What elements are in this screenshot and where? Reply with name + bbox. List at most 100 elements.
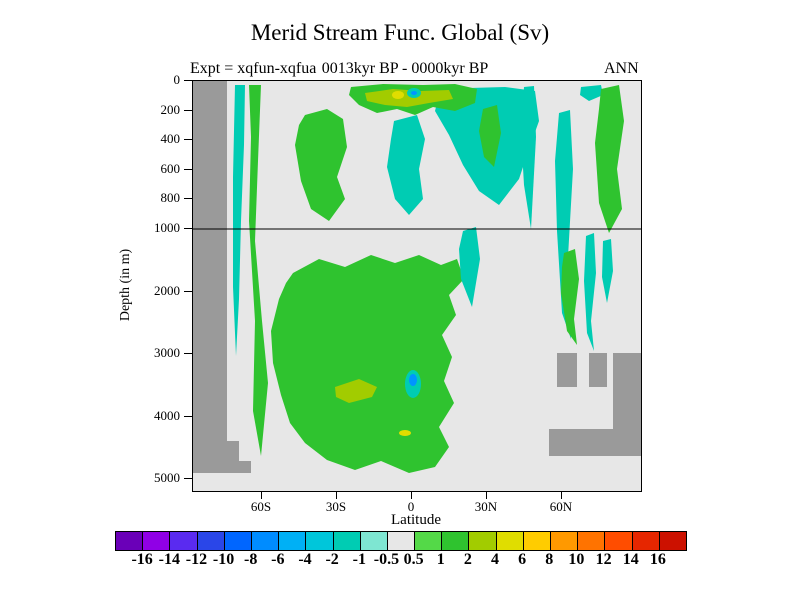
colorbar: [115, 531, 687, 551]
y-tick-label: 2000: [154, 283, 180, 298]
x-tick-label: 30N: [474, 499, 498, 514]
contour-canvas: [193, 81, 641, 473]
colorbar-level-label: 4: [491, 551, 499, 568]
x-tick-mark: [261, 492, 262, 499]
green-blob-40S-upper: [295, 109, 347, 221]
colorbar-level-label: -12: [185, 551, 208, 568]
deep-green-cell: [271, 255, 464, 473]
colorbar-level-label: -10: [212, 551, 235, 568]
y-tick-mark: [184, 228, 192, 229]
colorbar-level-label: 14: [622, 551, 639, 568]
y-tick-label: 600: [160, 161, 181, 176]
colorbar-segment: [278, 532, 306, 550]
green-streak-30N: [479, 105, 501, 167]
colorbar-segment: [332, 532, 360, 550]
y-tick-label: 5000: [154, 470, 180, 485]
plot-area: [192, 80, 642, 492]
period-label: 0013kyr BP - 0000kyr BP: [321, 60, 489, 77]
page-title: Merid Stream Func. Global (Sv): [250, 20, 550, 45]
colorbar-segment: [441, 532, 469, 550]
bathymetry-mask: [549, 429, 641, 456]
y-tick-label: 0: [173, 72, 181, 87]
colorbar-level-label: -16: [131, 551, 153, 568]
green-streak-58S: [249, 85, 268, 456]
colorbar-level-label: 6: [518, 551, 527, 568]
cyan-patch-top-far-north: [580, 85, 603, 101]
colorbar-level-label: -0.5: [373, 551, 400, 568]
colorbar-segment: [414, 532, 442, 550]
colorbar-segment: [386, 532, 415, 550]
colorbar-level-label: 0.5: [403, 551, 424, 568]
colorbar-level-label: 1: [436, 551, 445, 568]
surface-yellow-spot: [392, 91, 404, 99]
colorbar-segment: [359, 532, 387, 550]
y-tick-label: 400: [160, 131, 181, 146]
y-tick-mark: [184, 110, 192, 111]
colorbar-level-label: 8: [545, 551, 554, 568]
season-label: ANN: [604, 60, 639, 77]
deep-cyan-far-north: [602, 239, 613, 303]
y-tick-label: 4000: [154, 408, 180, 423]
bathymetry-mask: [193, 441, 239, 461]
experiment-label: Expt = xqfun-xqfua: [190, 60, 317, 77]
cyan-streak-45N: [521, 86, 536, 229]
y-tick-mark: [184, 198, 192, 199]
surface-blue-dot: [411, 91, 417, 95]
colorbar-segment: [169, 532, 197, 550]
x-tick-mark: [336, 492, 337, 499]
x-tick-label: 30S: [325, 499, 347, 514]
cyan-streak-65S: [233, 85, 245, 356]
colorbar-labels: -16 -14 -12 -10 -8 -6 -4 -2 -1 -0.5 0.5 1 2 4 6 8 10 12 14…: [115, 551, 685, 569]
y-tick-label: 3000: [154, 345, 180, 360]
y-tick-mark: [184, 139, 192, 140]
colorbar-segment: [250, 532, 279, 550]
colorbar-segment: [116, 532, 143, 550]
deep-yellowgreen-patch: [335, 379, 377, 403]
x-tick-mark: [411, 492, 412, 499]
deep-blue-spot: [409, 374, 417, 386]
colorbar-level-label: -2: [325, 551, 339, 568]
x-tick-label: 60S: [250, 499, 272, 514]
y-tick-mark: [184, 353, 192, 354]
colorbar-level-label: 16: [649, 551, 666, 568]
colorbar-segment: [522, 532, 550, 550]
colorbar-level-label: -14: [158, 551, 180, 568]
colorbar-segment: [495, 532, 523, 550]
x-axis-title: Latitude: [391, 512, 441, 528]
colorbar-segment: [468, 532, 496, 550]
y-axis-title: Depth (in m): [118, 248, 133, 322]
deep-green-streak-62N: [561, 249, 579, 345]
colorbar-segment: [196, 532, 224, 550]
colorbar-level-label: -1: [352, 551, 366, 568]
y-tick-mark: [184, 80, 192, 81]
colorbar-segment: [223, 532, 251, 550]
deep-cyan-streak-68N: [584, 233, 596, 351]
colorbar-segment: [604, 532, 632, 550]
colorbar-segment: [305, 532, 333, 550]
x-tick-mark: [561, 492, 562, 499]
colorbar-segment: [658, 532, 686, 550]
y-tick-label: 200: [160, 102, 181, 117]
colorbar-level-label: 12: [595, 551, 612, 568]
colorbar-level-label: -8: [244, 551, 258, 568]
green-blob-far-north: [595, 85, 624, 233]
bathymetry-mask: [193, 461, 251, 473]
y-tick-mark: [184, 416, 192, 417]
colorbar-segment: [550, 532, 578, 550]
y-tick-mark: [184, 478, 192, 479]
colorbar-level-label: 2: [463, 551, 472, 568]
colorbar-level-label: -6: [271, 551, 285, 568]
surface-yellowgreen-patch: [365, 89, 453, 107]
x-tick-label: 0: [407, 499, 415, 514]
colorbar-level-label: -4: [298, 551, 312, 568]
colorbar-segment: [631, 532, 659, 550]
y-tick-mark: [184, 169, 192, 170]
colorbar-segment: [142, 532, 170, 550]
colorbar-level-label: 10: [568, 551, 585, 568]
cyan-blob-south-tropics: [387, 115, 425, 215]
y-tick-label: 1000: [154, 220, 180, 235]
deep-cyan-streak-20N: [459, 227, 480, 307]
bathymetry-mask: [589, 353, 607, 387]
bathymetry-mask: [613, 353, 641, 429]
